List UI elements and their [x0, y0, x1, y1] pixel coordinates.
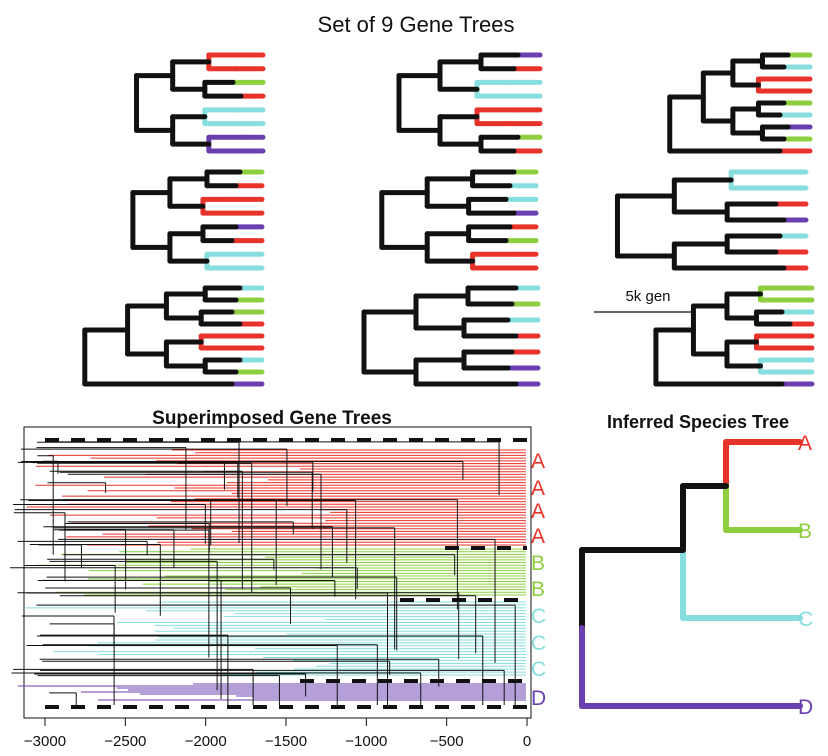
gene-tree-6	[614, 169, 809, 271]
clade-label: A	[531, 450, 545, 473]
clade-label: A	[531, 477, 545, 500]
gene-tree-8	[361, 285, 541, 387]
gene-tree-2	[396, 52, 543, 154]
species-tree: A B C D	[579, 432, 813, 719]
gene-tree-3	[667, 52, 813, 154]
clade-label: A	[531, 500, 545, 523]
x-tick-label: −2000	[185, 733, 227, 750]
species-tip-label: B	[798, 520, 812, 543]
clade-label: B	[531, 578, 545, 601]
superimposed-lines	[10, 438, 527, 709]
x-tick-label: −500	[430, 733, 464, 750]
species-tip-label: C	[798, 608, 813, 631]
x-tick-label: −1500	[265, 733, 307, 750]
scale-bar: 5k gen	[594, 288, 692, 313]
species-tip-label: A	[798, 432, 812, 455]
superimposed-title: Superimposed Gene Trees	[152, 408, 392, 429]
x-tick-label: −2500	[104, 733, 146, 750]
x-axis: −3000 −2500 −2000 −1500 −1000 −500 0	[24, 717, 531, 750]
clade-label: A	[531, 525, 545, 548]
clade-label: C	[531, 605, 546, 628]
clade-label: C	[531, 658, 546, 681]
x-tick-label: −3000	[24, 733, 66, 750]
x-tick-label: 0	[523, 733, 531, 750]
x-tick-label: −1000	[345, 733, 387, 750]
gene-trees-grid	[82, 52, 815, 387]
clade-label: C	[531, 632, 546, 655]
clade-label: B	[531, 552, 545, 575]
scale-label: 5k gen	[625, 288, 670, 305]
superimposed-gene-trees-plot: −3000 −2500 −2000 −1500 −1000 −500 0 AAAABBCCC…	[10, 426, 546, 750]
clade-label: D	[531, 687, 546, 710]
gene-tree-9	[653, 285, 815, 387]
main-title: Set of 9 Gene Trees	[318, 12, 515, 37]
gene-tree-1	[134, 52, 266, 154]
gene-tree-5	[379, 169, 539, 271]
gene-tree-4	[130, 169, 265, 271]
gene-tree-7	[82, 285, 265, 387]
species-title: Inferred Species Tree	[607, 412, 789, 432]
species-tip-label: D	[798, 696, 813, 719]
